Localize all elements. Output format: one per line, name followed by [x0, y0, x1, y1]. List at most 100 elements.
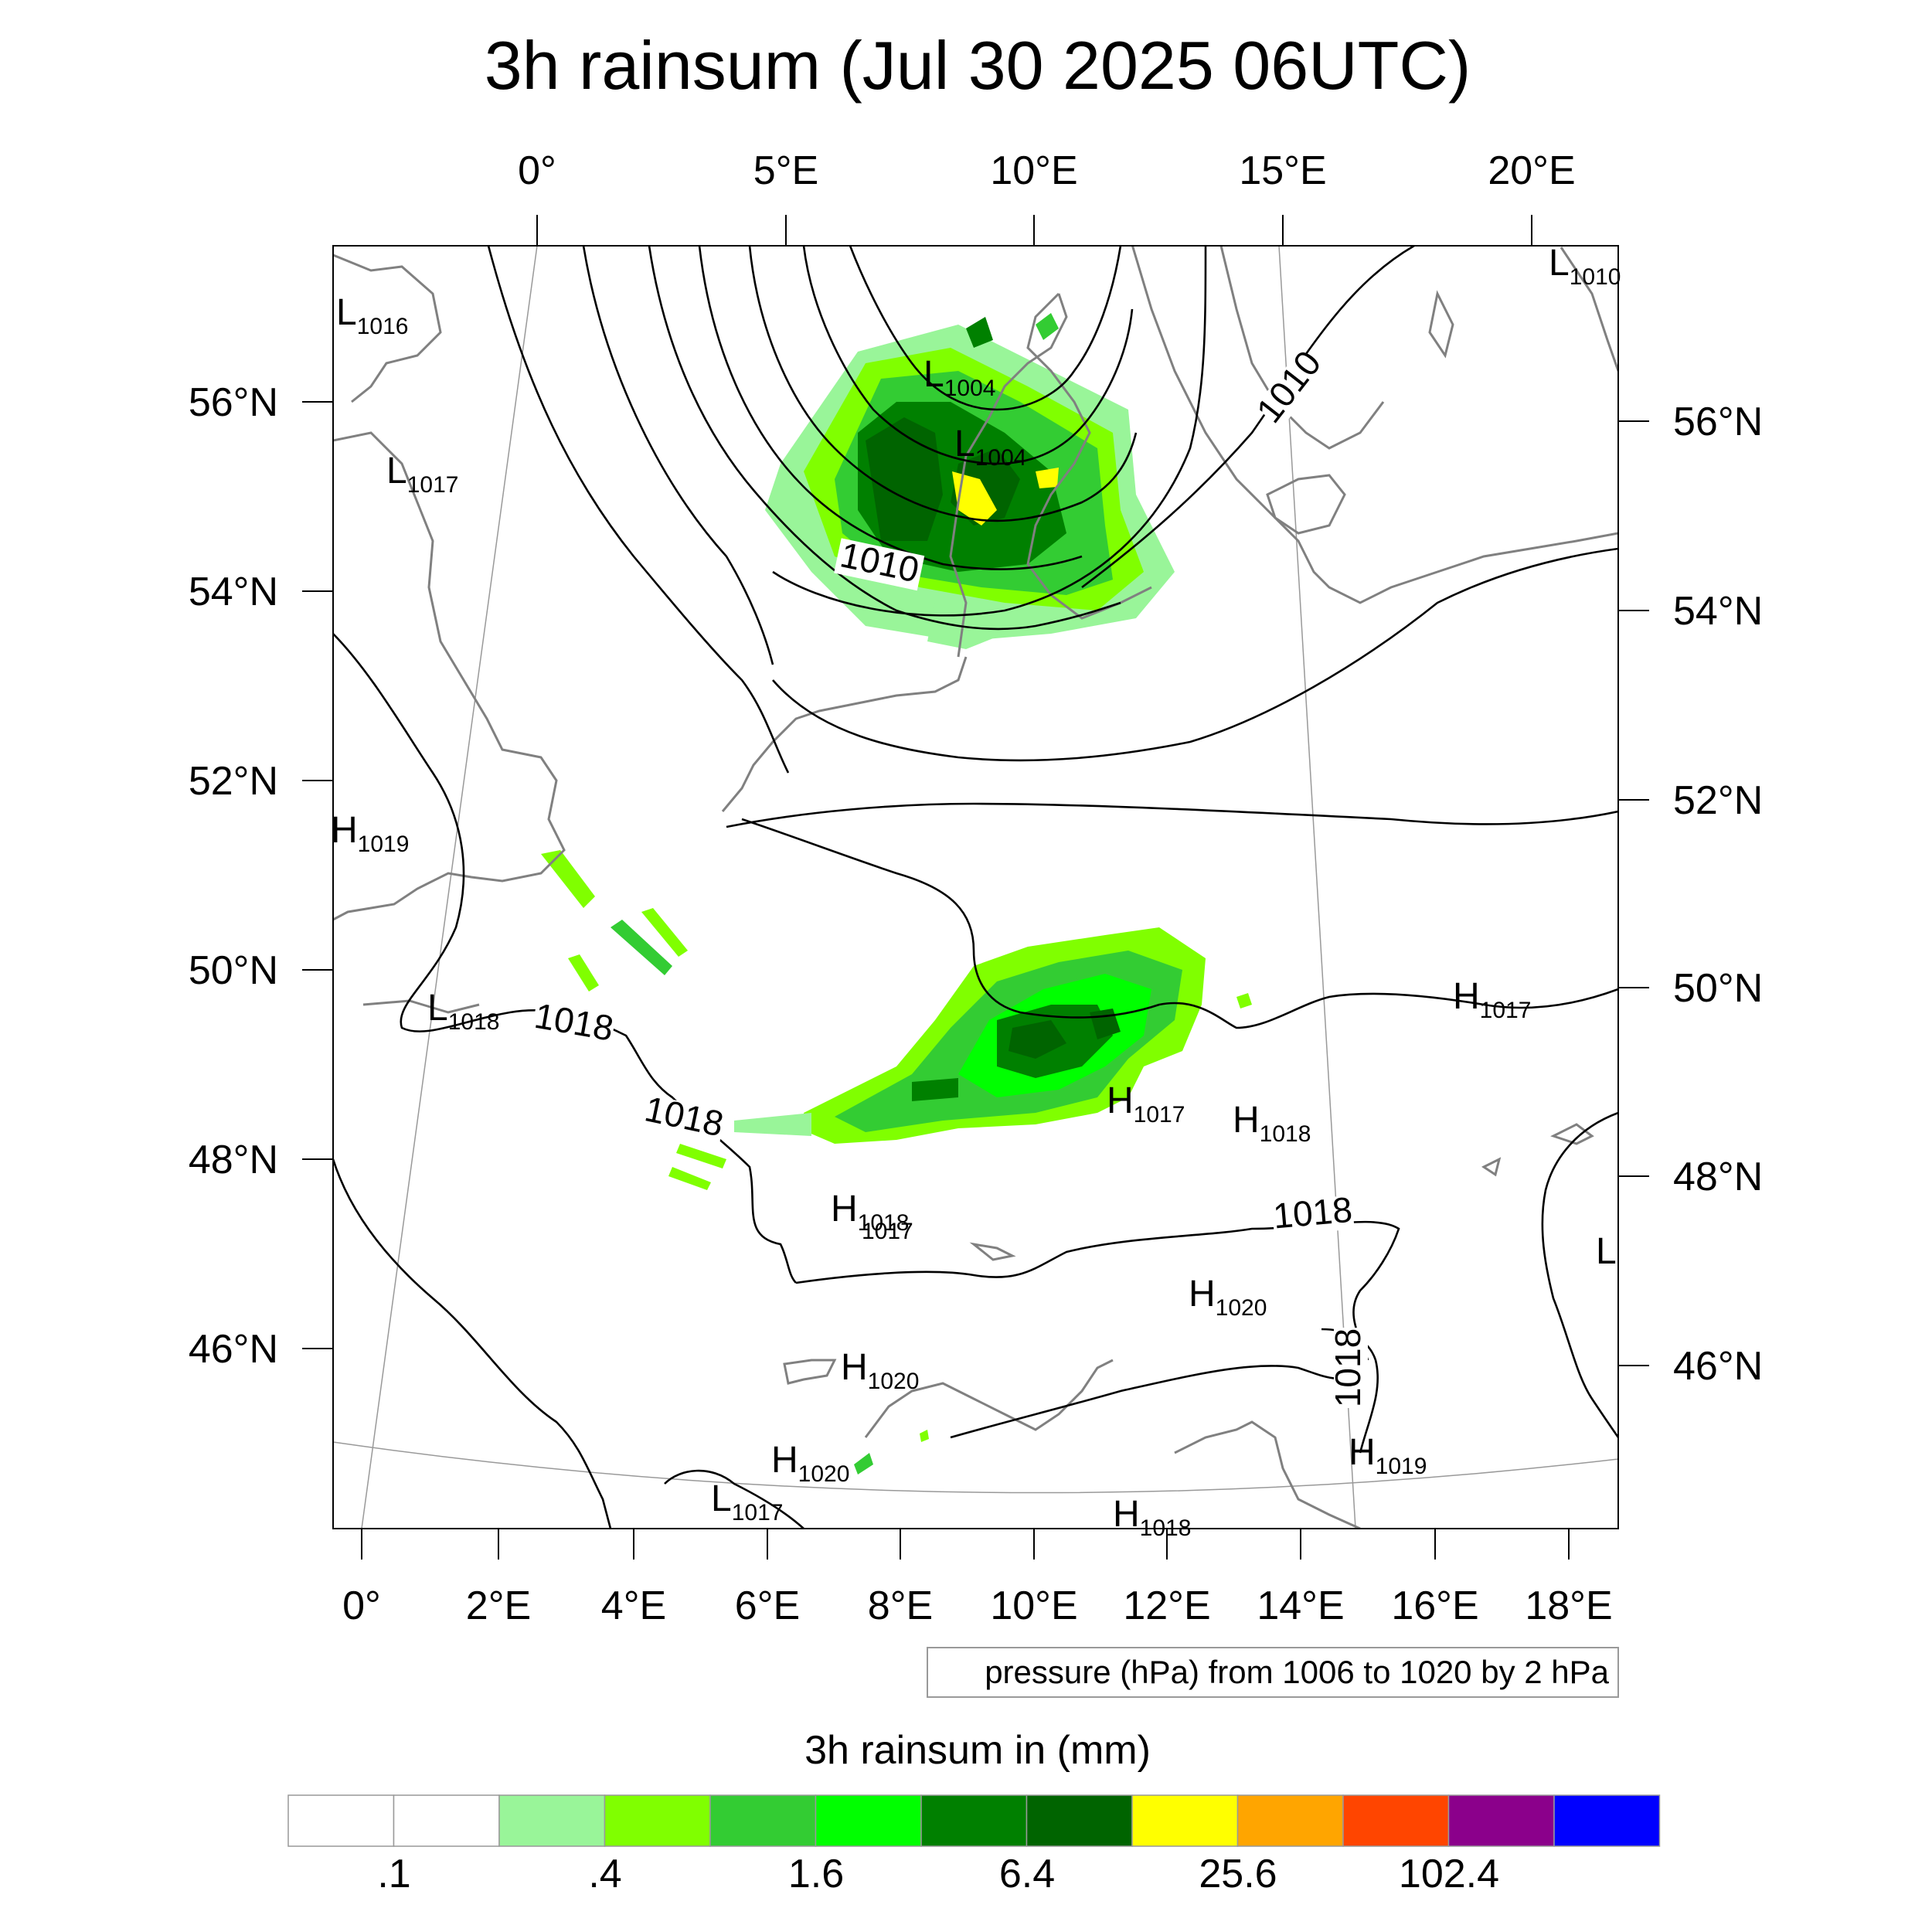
isobars: [333, 246, 1618, 1529]
colorbar-label: 102.4: [1399, 1852, 1499, 1896]
bottom-tick-label: 12°E: [1123, 1583, 1210, 1628]
meridian-15e: [1278, 246, 1356, 1529]
pressure-center-label: L1016: [336, 292, 408, 339]
bottom-tick-label: 10°E: [990, 1583, 1077, 1628]
coastlines: [333, 246, 1618, 1529]
isobar-1010-east: [1081, 246, 1415, 589]
coast-england: [333, 431, 566, 921]
pressure-center-label: H1019: [1349, 1432, 1427, 1479]
coast-sweden: [1219, 246, 1385, 450]
colorbar-box: [1026, 1794, 1133, 1847]
coast-scotland: [333, 253, 442, 403]
pressure-center-label: H1018: [1233, 1100, 1311, 1147]
isobar-1018-south: [795, 1220, 1400, 1361]
island-bornholm: [1266, 474, 1346, 535]
isobar-outer-ring: [772, 246, 1207, 617]
left-tick-label: 50°N: [189, 948, 278, 993]
right-tick-label: 54°N: [1673, 589, 1763, 634]
pressure-center-label: L1018: [427, 988, 499, 1035]
pressure-center-label: H1017: [1453, 976, 1531, 1023]
colorbar-box: [920, 1794, 1028, 1847]
contour-label: 1018: [1328, 1328, 1368, 1407]
top-tick-label: 5°E: [753, 148, 818, 193]
lake-balaton: [1550, 1123, 1594, 1145]
pressure-center-label: H1019: [331, 810, 409, 857]
top-tick-label: 10°E: [990, 148, 1077, 193]
coast-netherlands: [721, 656, 968, 812]
contour-label: 1017: [862, 1219, 913, 1244]
top-tick-label: 0°: [518, 148, 556, 193]
bottom-tick-label: 6°E: [735, 1583, 800, 1628]
colorbar-label: .4: [588, 1852, 621, 1896]
pressure-center-label: L1004: [923, 354, 995, 401]
colorbar-label: 1.6: [788, 1852, 844, 1896]
isobar-1016: [741, 818, 1618, 1029]
pressure-center-label: H1020: [841, 1347, 919, 1394]
isobar-1012: [772, 547, 1618, 762]
colorbar-box: [498, 1794, 606, 1847]
coast-baltic-east: [1560, 247, 1618, 372]
contour-label: 1018: [1271, 1189, 1353, 1236]
top-tick-label: 15°E: [1239, 148, 1326, 193]
right-tick-label: 48°N: [1673, 1155, 1763, 1199]
colorbar-box: [287, 1794, 395, 1847]
rain-field-central: [734, 927, 1206, 1144]
pressure-center-label: L: [1596, 1231, 1617, 1272]
isobar-west-2: [582, 246, 774, 665]
bottom-tick-label: 4°E: [601, 1583, 666, 1628]
isobar-inner-3: [802, 246, 1134, 465]
left-tick-label: 54°N: [189, 570, 278, 614]
isobar-1018-west: [333, 633, 797, 1284]
pressure-center-label: L1017: [386, 451, 458, 498]
pressure-center-label: L1017: [711, 1478, 783, 1526]
colorbar-box: [815, 1794, 922, 1847]
left-tick-label: 46°N: [189, 1327, 278, 1372]
bottom-axis: 0° 2°E 4°E 6°E 8°E 10°E 12°E 14°E 16°E 1…: [342, 1529, 1613, 1628]
colorbar-box: [1553, 1794, 1661, 1847]
parallel-45n: [333, 1441, 1618, 1494]
right-axis: 56°N 54°N 52°N 50°N 48°N 46°N: [1618, 400, 1763, 1389]
rain-field-north: [765, 325, 1175, 649]
isobar-inner-2: [748, 246, 1138, 522]
colorbar-label: 6.4: [999, 1852, 1055, 1896]
isobar-east: [1541, 1111, 1618, 1438]
bottom-tick-label: 14°E: [1257, 1583, 1344, 1628]
pressure-centers: L1010 L1016 L1004 L1004 L1017 H1019 L101…: [331, 243, 1621, 1541]
colorbar-box: [709, 1794, 817, 1847]
pressure-center-label: L1004: [954, 423, 1026, 471]
contour-info-box: pressure (hPa) from 1006 to 1020 by 2 hP…: [927, 1647, 1619, 1698]
pressure-center-label: H1020: [1189, 1274, 1267, 1321]
coast-denmark-west: [949, 293, 1068, 658]
coast-channel: [362, 999, 480, 1014]
meridian-0: [361, 246, 538, 1529]
left-axis: 56°N 54°N 52°N 50°N 48°N 46°N: [189, 380, 333, 1372]
colorbar-box: [393, 1794, 500, 1847]
coast-baltic-south: [1131, 246, 1618, 604]
lake-small: [1481, 1157, 1502, 1177]
left-tick-label: 52°N: [189, 759, 278, 804]
colorbar-label: 25.6: [1199, 1852, 1277, 1896]
pressure-center-label: H1018: [831, 1189, 909, 1236]
contour-info-text: pressure (hPa) from 1006 to 1020 by 2 hP…: [985, 1654, 1609, 1690]
bottom-tick-label: 0°: [342, 1583, 381, 1628]
lake-geneva: [783, 1359, 837, 1385]
bottom-tick-label: 2°E: [466, 1583, 531, 1628]
island-gotland: [1428, 290, 1454, 359]
right-tick-label: 56°N: [1673, 400, 1763, 444]
colorbar-boxes: [287, 1794, 1661, 1847]
colorbar-box: [604, 1794, 711, 1847]
rain-streaks: [541, 313, 1252, 1475]
left-tick-label: 48°N: [189, 1138, 278, 1182]
coast-denmark-east: [1026, 292, 1152, 620]
chart-title: 3h rainsum (Jul 30 2025 06UTC): [485, 27, 1471, 104]
pressure-center-label: H1018: [1113, 1494, 1191, 1541]
right-tick-label: 46°N: [1673, 1344, 1763, 1389]
coast-adriatic-north: [864, 1359, 1114, 1438]
colorbar-label: .1: [377, 1852, 410, 1896]
isobar-west-1: [487, 246, 790, 774]
colorbar-box: [1342, 1794, 1450, 1847]
pressure-center-label: H1020: [771, 1440, 849, 1487]
isobar-1014: [726, 802, 1618, 828]
pressure-center-label: H1017: [1107, 1080, 1185, 1128]
